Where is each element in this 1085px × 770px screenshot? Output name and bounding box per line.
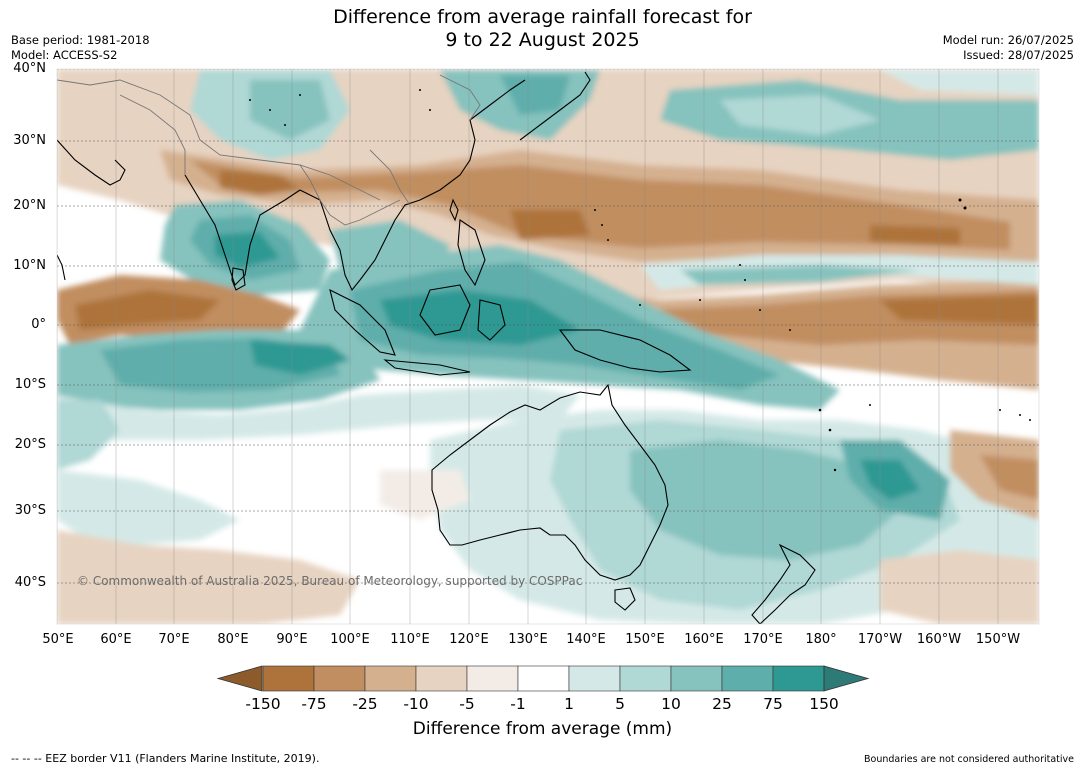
lon-label: 140°E (566, 632, 606, 647)
lon-label: 110°E (390, 632, 430, 647)
colorbar-tick: -75 (301, 695, 327, 713)
sumatra-coast (329, 288, 396, 356)
colorbar-tick: 5 (615, 695, 625, 713)
colorbar-tick: -1 (510, 695, 526, 713)
chart-title: Difference from average rainfall forecas… (0, 6, 1085, 52)
india-coast (184, 174, 301, 287)
lat-label: 30°S (14, 503, 46, 518)
java-coast (383, 359, 471, 376)
lat-label: 10°N (13, 258, 46, 273)
colorbar-bin (466, 665, 519, 692)
small-islands (249, 89, 1031, 472)
run-info: Model run: 26/07/2025 Issued: 28/07/2025 (943, 33, 1074, 63)
sri-lanka-coast (231, 267, 246, 291)
indochina-coast (299, 79, 526, 292)
lon-label: 60°E (100, 632, 132, 647)
lon-label: 170°W (857, 632, 903, 647)
colorbar-tick: 75 (763, 695, 783, 713)
model-run-date: Model run: 26/07/2025 (942, 33, 1074, 47)
eez-note: -- -- -- EEZ border V11 (Flanders Marine… (11, 752, 320, 765)
lat-label: 40°S (14, 575, 46, 590)
japan-coast (519, 71, 591, 141)
borneo-coast (419, 284, 471, 336)
colorbar-tick: 10 (661, 695, 681, 713)
lat-label: 40°N (13, 61, 46, 76)
lon-label: 80°E (217, 632, 249, 647)
lon-label: 170°E (743, 632, 783, 647)
new-zealand-coast (751, 543, 816, 624)
tasmania-coast (614, 587, 636, 611)
lon-label: 150°E (625, 632, 665, 647)
colorbar-bins (262, 665, 825, 692)
title-line-1: Difference from average rainfall forecas… (333, 6, 752, 28)
lon-label: 160°W (916, 632, 962, 647)
colorbar-tick: 25 (712, 695, 732, 713)
colorbar-bin (364, 665, 417, 692)
lon-label: 130°E (508, 632, 548, 647)
colorbar-above-max-arrow (823, 665, 870, 692)
coastlines (57, 71, 816, 624)
colorbar-bin (262, 665, 315, 692)
colorbar-tick: 150 (809, 695, 839, 713)
model-name: Model: ACCESS-S2 (11, 48, 118, 62)
model-info: Base period: 1981-2018 Model: ACCESS-S2 (11, 33, 150, 63)
colorbar-bin (517, 665, 570, 692)
colorbar-below-min-arrow (216, 665, 263, 692)
anomaly-field (57, 69, 1039, 624)
copyright-notice: © Commonwealth of Australia 2025, Bureau… (77, 574, 583, 588)
colorbar-bin (415, 665, 468, 692)
colorbar-tick: 1 (564, 695, 574, 713)
boundary-note: Boundaries are not considered authoritat… (864, 754, 1074, 765)
title-line-2: 9 to 22 August 2025 (445, 29, 640, 51)
colorbar-tick: -150 (245, 695, 281, 713)
lon-label: 90°E (276, 632, 308, 647)
sulawesi-coast (477, 299, 506, 341)
lon-label: 160°E (684, 632, 724, 647)
lat-label: 10°S (14, 377, 46, 392)
colorbar-tick: -25 (352, 695, 378, 713)
colorbar-tick: -5 (459, 695, 475, 713)
colorbar-bin (670, 665, 723, 692)
lon-label: 70°E (158, 632, 190, 647)
rainfall-map (56, 68, 1040, 625)
country-borders (57, 74, 481, 226)
taiwan-coast (449, 198, 459, 222)
arabia-coast (57, 139, 126, 186)
base-period: Base period: 1981-2018 (11, 33, 150, 47)
philippines-coast (457, 219, 486, 287)
lon-label: 150°W (975, 632, 1021, 647)
lat-label: 30°N (13, 133, 46, 148)
colorbar-bin (619, 665, 672, 692)
colorbar-bin (721, 665, 774, 692)
lat-label: 20°S (14, 437, 46, 452)
colorbar-tick: -10 (403, 695, 429, 713)
colorbar (216, 665, 870, 692)
lon-label: 50°E (42, 632, 74, 647)
lat-label: 20°N (13, 198, 46, 213)
colorbar-label: Difference from average (mm) (412, 719, 673, 739)
lat-label: 0° (31, 317, 46, 332)
lon-label: 180° (805, 632, 837, 647)
new-guinea-coast (558, 329, 692, 373)
africa-coast (57, 254, 66, 281)
colorbar-bin (568, 665, 621, 692)
colorbar-bin (772, 665, 825, 692)
lon-label: 100°E (330, 632, 370, 647)
australia-coast (431, 383, 669, 581)
issued-date: Issued: 28/07/2025 (963, 48, 1074, 62)
colorbar-bin (313, 665, 366, 692)
map-frame (56, 68, 1040, 625)
lon-label: 120°E (449, 632, 489, 647)
